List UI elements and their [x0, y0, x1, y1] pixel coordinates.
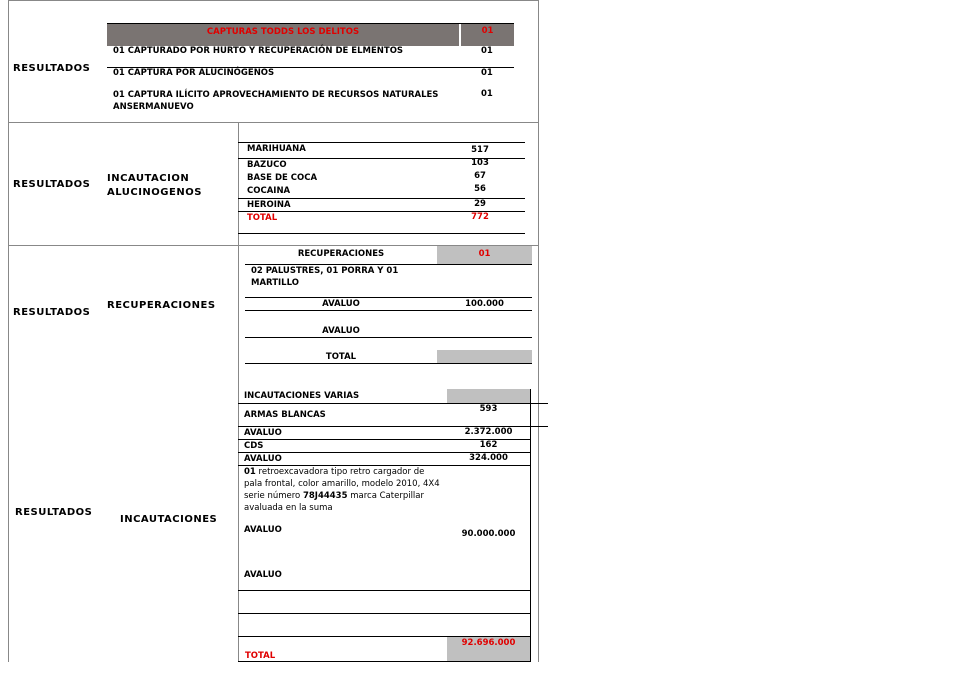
desc-text: marca Caterpillar avaluada en la suma: [244, 491, 424, 513]
row-line: [238, 661, 530, 662]
qty: 01: [244, 467, 256, 477]
cds-value: 162: [479, 440, 498, 450]
drug-value: 56: [474, 184, 486, 194]
gray-cell: [447, 637, 530, 661]
avaluo-value: 324.000: [469, 453, 508, 463]
category-label: INCAUTACION ALUCINOGENOS: [107, 173, 202, 198]
avaluo-value: 90.000.000: [461, 529, 516, 539]
armas-label: ARMAS BLANCAS: [244, 410, 326, 420]
row-line: [238, 211, 525, 212]
gray-cell: [437, 246, 532, 264]
row-line: [238, 439, 530, 440]
header-separator: [459, 24, 461, 46]
desc-text: retroexcavadora tipo retro cargador de p…: [244, 467, 440, 501]
gray-cell: [437, 350, 532, 363]
divider: [8, 122, 538, 123]
captures-header: CAPTURAS TODDS LOS DELITOS 01: [107, 23, 514, 46]
row-line: [245, 337, 532, 338]
drug-value: 29: [474, 199, 486, 209]
row-line: [245, 363, 532, 364]
table-right: [530, 389, 531, 662]
capture-row-text: 01 CAPTURADO POR HURTO Y RECUPERACIÓN DE…: [113, 46, 404, 56]
avaluo-label: AVALUO: [244, 570, 282, 580]
section-label: RESULTADOS: [13, 307, 91, 318]
capture-row-text: 01 CAPTURA POR ALUCINÓGENOS: [113, 68, 275, 78]
row-line: [238, 465, 530, 466]
row-line: [238, 636, 530, 637]
recuperaciones-header: RECUPERACIONES: [297, 249, 385, 259]
armas-value: 593: [479, 404, 498, 414]
avaluo-label: AVALUO: [322, 326, 360, 336]
avaluo-label: AVALUO: [244, 428, 282, 438]
drug-name: HEROINA: [247, 200, 291, 210]
section-label: RESULTADOS: [13, 179, 91, 190]
recovered-items: 02 PALUSTRES, 01 PORRA Y 01 MARTILLO: [251, 266, 399, 288]
avaluo-value: 2.372.000: [464, 427, 513, 437]
row-line: [238, 403, 548, 404]
row-line: [238, 613, 530, 614]
section-label: RESULTADOS: [15, 507, 93, 518]
incautaciones-header: INCAUTACIONES VARIAS: [244, 391, 360, 401]
category-label: RECUPERACIONES: [107, 300, 216, 311]
drug-value: 517: [471, 145, 489, 155]
avaluo-value: 100.000: [465, 299, 504, 309]
serial-number: 78J44435: [302, 491, 348, 501]
drug-name: COCAINA: [247, 186, 291, 196]
drug-value: 103: [471, 158, 489, 168]
capture-row-value: 01: [481, 89, 493, 99]
row-line: [245, 264, 532, 265]
avaluo-label: AVALUO: [322, 299, 360, 309]
row-line: [238, 158, 525, 159]
frame-right: [538, 0, 539, 662]
row-line: [107, 67, 514, 68]
row-line: [245, 297, 532, 298]
cds-label: CDS: [244, 441, 264, 451]
divider: [8, 245, 538, 246]
recuperaciones-value: 01: [478, 249, 491, 259]
row-line: [245, 310, 532, 311]
capture-row-value: 01: [481, 46, 493, 56]
total-label: TOTAL: [245, 651, 276, 661]
capture-row-value: 01: [481, 68, 493, 78]
row-line: [238, 590, 530, 591]
captures-header-title: CAPTURAS TODDS LOS DELITOS: [206, 27, 360, 37]
row-line: [238, 198, 525, 199]
row-line: [238, 142, 525, 143]
captures-header-value: 01: [481, 26, 494, 36]
section-label: RESULTADOS: [13, 63, 91, 74]
total-label: TOTAL: [247, 213, 278, 223]
row-line: [238, 426, 548, 427]
drug-name: MARIHUANA: [247, 144, 306, 154]
drug-name: BASE DE COCA: [247, 173, 318, 183]
avaluo-label: AVALUO: [244, 525, 282, 535]
drug-value: 67: [474, 171, 486, 181]
total-label: TOTAL: [325, 352, 357, 362]
frame-top: [8, 0, 538, 1]
frame-left: [8, 0, 9, 662]
total-value: 772: [471, 212, 489, 222]
column-divider: [238, 122, 239, 662]
category-label: INCAUTACIONES: [120, 514, 218, 525]
gray-cell: [447, 389, 530, 403]
avaluo-label: AVALUO: [244, 454, 282, 464]
machine-description: 01 retroexcavadora tipo retro cargador d…: [244, 466, 444, 514]
total-value: 92.696.000: [461, 638, 516, 648]
row-line: [238, 233, 525, 234]
capture-row-text: 01 CAPTURA ILÍCITO APROVECHAMIENTO DE RE…: [113, 90, 439, 112]
row-line: [238, 452, 530, 453]
drug-name: BAZUCO: [247, 160, 287, 170]
